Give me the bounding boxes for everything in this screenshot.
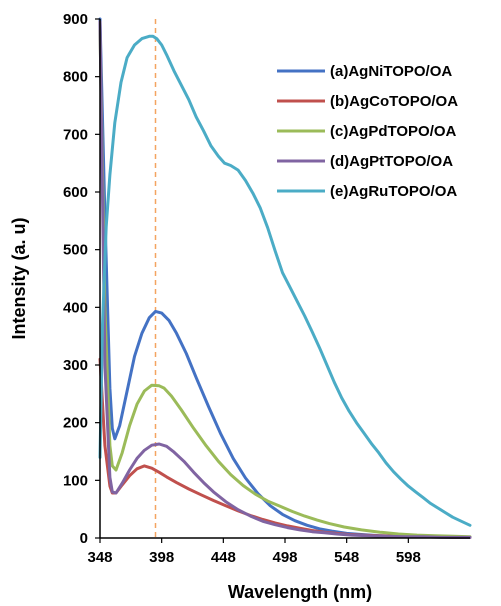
legend-label-4: (d)AgPtTOPO/OA xyxy=(330,153,453,170)
x-tick-label: 448 xyxy=(211,549,236,566)
x-tick-label: 348 xyxy=(87,549,112,566)
y-tick-label: 800 xyxy=(63,69,88,86)
y-tick-label: 300 xyxy=(63,357,88,374)
x-tick-label: 598 xyxy=(396,549,421,566)
x-tick-label: 498 xyxy=(272,549,297,566)
legend: (a)AgNiTOPO/OA (b)AgCoTOPO/OA (c)AgPdTOPO/… xyxy=(277,63,458,200)
legend-label-3: (c)AgPdTOPO/OA xyxy=(330,123,457,140)
series-line-4 xyxy=(98,20,472,539)
series-line-5 xyxy=(98,34,472,527)
y-tick-label: 900 xyxy=(63,11,88,28)
y-tick-label: 100 xyxy=(63,472,88,489)
y-axis-title: Intensity (a. u) xyxy=(9,217,29,339)
plot-area xyxy=(98,17,472,539)
y-tick-label: 600 xyxy=(63,184,88,201)
series-line-3 xyxy=(98,29,472,539)
legend-label-5: (e)AgRuTOPO/OA xyxy=(330,183,457,200)
y-tick-label: 200 xyxy=(63,415,88,432)
legend-label-1: (a)AgNiTOPO/OA xyxy=(330,63,452,80)
y-tick-label: 400 xyxy=(63,299,88,316)
x-tick-label: 548 xyxy=(334,549,359,566)
x-axis-title: Wavelength (nm) xyxy=(228,582,372,602)
x-tick-label: 398 xyxy=(149,549,174,566)
y-tick-label: 700 xyxy=(63,126,88,143)
y-tick-label: 500 xyxy=(63,242,88,259)
legend-label-2: (b)AgCoTOPO/OA xyxy=(330,93,458,110)
y-tick-label: 0 xyxy=(80,530,88,547)
axes: 0 100 200 300 400 500 600 700 800 900 348 398 448 498… xyxy=(63,11,470,566)
